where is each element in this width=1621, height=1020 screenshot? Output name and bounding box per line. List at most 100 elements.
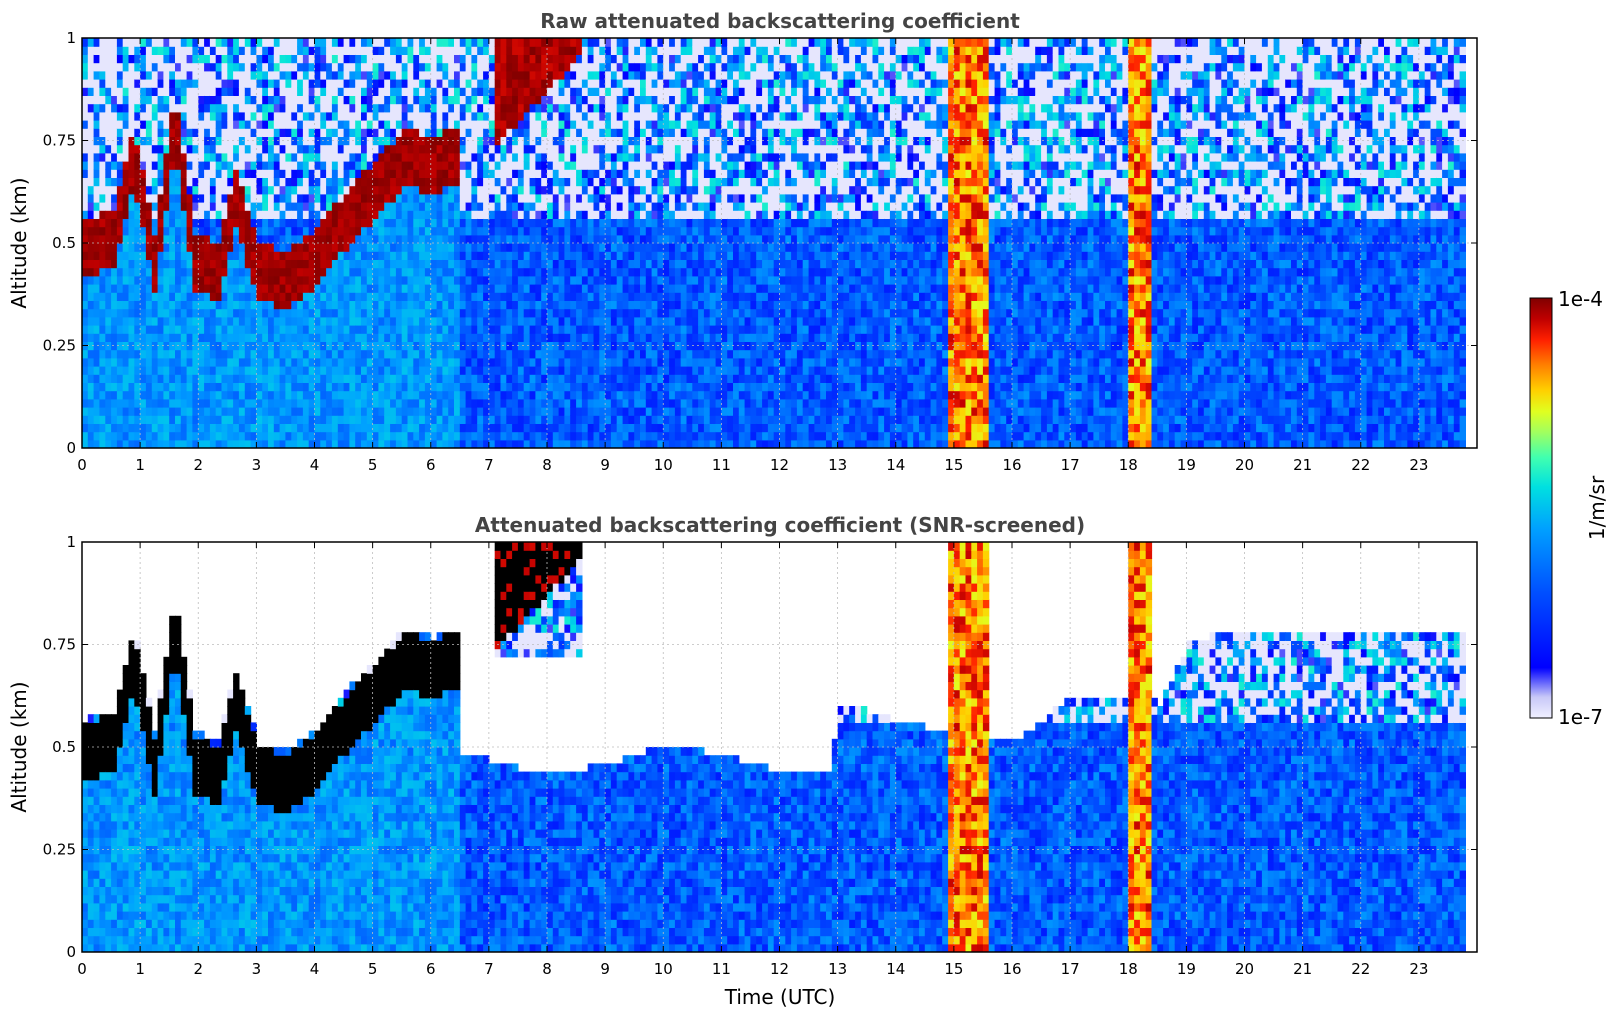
heatmap-cell — [297, 38, 304, 47]
heatmap-cell — [366, 234, 374, 244]
heatmap-cell — [209, 95, 217, 105]
heatmap-cell — [337, 341, 345, 351]
heatmap-cell — [500, 70, 507, 80]
heatmap-cell — [605, 103, 612, 113]
heatmap-cell — [87, 120, 95, 129]
heatmap-cell — [366, 292, 374, 301]
heatmap-cell — [349, 382, 356, 392]
heatmap-cell — [424, 46, 432, 55]
heatmap-cell — [209, 325, 217, 334]
heatmap-cell — [378, 267, 385, 277]
heatmap-cell — [616, 366, 624, 375]
heatmap-cell — [419, 70, 426, 80]
heatmap-cell — [512, 62, 519, 72]
heatmap-cell — [314, 423, 321, 433]
heatmap-cell — [628, 398, 635, 408]
heatmap-cell — [587, 292, 595, 301]
heatmap-cell — [116, 38, 124, 47]
heatmap-cell — [175, 152, 182, 162]
heatmap-cell — [285, 431, 292, 441]
heatmap-cell — [169, 275, 176, 285]
heatmap-cell — [361, 325, 368, 334]
heatmap-cell — [500, 284, 507, 293]
heatmap-cell — [256, 111, 263, 121]
heatmap-cell — [477, 95, 484, 105]
heatmap-cell — [657, 341, 664, 351]
heatmap-cell — [343, 111, 350, 121]
heatmap-cell — [163, 120, 170, 129]
heatmap-cell — [651, 38, 658, 47]
heatmap-cell — [593, 349, 600, 359]
heatmap-cell — [366, 87, 374, 96]
heatmap-cell — [535, 390, 542, 400]
heatmap-cell — [541, 234, 548, 244]
heatmap-cell — [651, 120, 658, 129]
heatmap-cell — [151, 210, 159, 219]
heatmap-cell — [337, 70, 345, 80]
heatmap-cell — [471, 357, 478, 367]
heatmap-cell — [93, 218, 100, 228]
heatmap-cell — [634, 251, 641, 260]
heatmap-cell — [209, 169, 217, 178]
heatmap-cell — [424, 259, 432, 269]
heatmap-cell — [395, 79, 403, 88]
heatmap-cell — [454, 439, 461, 448]
heatmap-cell — [111, 185, 118, 195]
heatmap-cell — [349, 267, 356, 277]
heatmap-cell — [401, 407, 409, 416]
heatmap-cell — [233, 341, 240, 351]
heatmap-cell — [512, 161, 519, 170]
heatmap-cell — [483, 357, 490, 367]
heatmap-cell — [145, 415, 153, 424]
heatmap-cell — [593, 341, 600, 351]
heatmap-cell — [454, 169, 461, 178]
heatmap-cell — [256, 54, 263, 64]
heatmap-cell — [570, 325, 577, 334]
heatmap-cell — [558, 308, 565, 318]
heatmap-cell — [488, 251, 496, 260]
heatmap-cell — [645, 382, 653, 392]
heatmap-cell — [552, 415, 560, 424]
heatmap-cell — [134, 275, 141, 285]
heatmap-cell — [517, 152, 525, 162]
heatmap-cell — [407, 62, 414, 72]
heatmap-cell — [640, 316, 647, 326]
heatmap-cell — [268, 111, 275, 121]
heatmap-cell — [535, 152, 542, 162]
heatmap-cell — [384, 161, 391, 170]
heatmap-cell — [349, 407, 356, 416]
heatmap-cell — [454, 243, 461, 252]
heatmap-cell — [454, 251, 461, 260]
heatmap-cell — [122, 431, 130, 441]
heatmap-cell — [640, 95, 647, 105]
heatmap-cell — [314, 70, 321, 80]
heatmap-cell — [175, 234, 182, 244]
heatmap-cell — [175, 210, 182, 219]
heatmap-cell — [465, 218, 472, 228]
heatmap-cell — [221, 103, 228, 113]
heatmap-cell — [209, 382, 217, 392]
heatmap-cell — [262, 431, 269, 441]
heatmap-cell — [640, 111, 647, 121]
heatmap-cell — [209, 407, 217, 416]
heatmap-cell — [169, 120, 176, 129]
heatmap-cell — [587, 136, 595, 146]
heatmap-cell — [204, 103, 211, 113]
heatmap-cell — [250, 251, 257, 260]
heatmap-cell — [529, 54, 536, 64]
heatmap-cell — [87, 62, 95, 72]
heatmap-cell — [494, 234, 502, 244]
heatmap-cell — [477, 349, 484, 359]
heatmap-cell — [355, 103, 362, 113]
heatmap-cell — [552, 46, 560, 55]
heatmap-cell — [111, 210, 118, 219]
heatmap-cell — [506, 275, 513, 285]
heatmap-cell — [576, 169, 583, 178]
heatmap-cell — [517, 349, 525, 359]
heatmap-cell — [512, 46, 519, 55]
heatmap-cell — [186, 333, 193, 342]
heatmap-cell — [407, 275, 414, 285]
heatmap-cell — [471, 62, 478, 72]
heatmap-cell — [273, 415, 281, 424]
heatmap-cell — [610, 398, 618, 408]
